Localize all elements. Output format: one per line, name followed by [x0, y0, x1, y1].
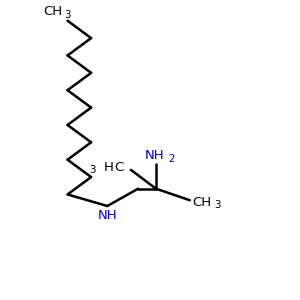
Text: CH: CH	[43, 5, 62, 18]
Text: H: H	[103, 161, 113, 174]
Text: 3: 3	[90, 165, 96, 175]
Text: 3: 3	[64, 10, 70, 20]
Text: NH: NH	[145, 149, 164, 162]
Text: CH: CH	[193, 196, 212, 209]
Text: NH: NH	[98, 209, 117, 222]
Text: 2: 2	[168, 154, 174, 164]
Text: 3: 3	[214, 200, 220, 210]
Text: C: C	[115, 161, 124, 174]
